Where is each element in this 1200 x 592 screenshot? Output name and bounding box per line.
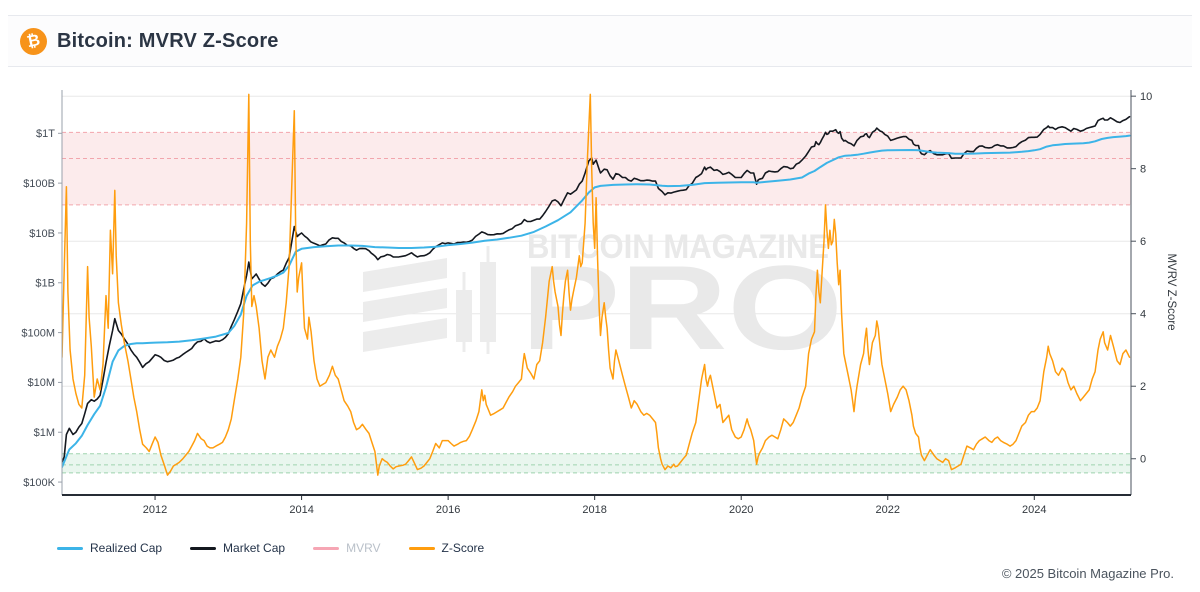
axes: $1T $100B $10B $1B $100M $10M $1M $100K 0 2 4 6 8 10 2… <box>21 90 1177 516</box>
bitcoin-logo-icon: ₿ <box>20 27 47 55</box>
legend-label: Realized Cap <box>90 541 163 555</box>
watermark: BITCOIN MAGAZINE PRO <box>363 228 843 375</box>
left-axis-tick-label: $100K <box>23 477 55 489</box>
legend-label: Z-Score <box>441 541 485 555</box>
right-axis-tick-label: 2 <box>1140 381 1146 393</box>
x-axis-tick-label: 2022 <box>876 504 900 516</box>
legend-item-mvrv[interactable]: MVRV <box>313 541 381 555</box>
legend-swatch <box>408 546 435 550</box>
x-axis-tick-label: 2016 <box>436 504 460 516</box>
overvalued-band <box>62 132 1131 205</box>
legend: Realized Cap Market Cap MVRV Z-Score <box>57 541 484 555</box>
right-axis-tick-label: 10 <box>1140 91 1152 103</box>
legend-item-realized-cap[interactable]: Realized Cap <box>57 541 162 555</box>
right-axis-tick-label: 0 <box>1140 454 1146 466</box>
legend-item-z-score[interactable]: Z-Score <box>408 541 485 555</box>
legend-label: Market Cap <box>223 541 286 555</box>
right-axis-tick-label: 8 <box>1140 164 1146 176</box>
x-axis-tick-label: 2012 <box>143 504 167 516</box>
legend-swatch <box>57 546 83 550</box>
right-axis-tick-label: 4 <box>1140 309 1146 321</box>
legend-item-market-cap[interactable]: Market Cap <box>190 541 285 555</box>
left-axis-tick-label: $100B <box>23 178 55 190</box>
x-axis-tick-label: 2024 <box>1022 504 1046 516</box>
left-axis-tick-label: $1M <box>34 427 55 439</box>
right-axis-title: MVRV Z-Score <box>1165 253 1177 330</box>
z-score-line <box>62 93 1131 476</box>
left-axis-tick-label: $100M <box>21 327 55 339</box>
threshold-bands <box>62 131 1131 474</box>
x-axis-tick-label: 2018 <box>582 504 606 516</box>
watermark-logo-icon <box>363 246 496 354</box>
watermark-brand-text: BITCOIN MAGAZINE <box>527 228 829 266</box>
left-axis-tick-label: $10M <box>27 377 55 389</box>
x-axis-tick-label: 2014 <box>289 504 313 516</box>
legend-swatch <box>313 546 340 550</box>
app-header: ₿ Bitcoin: MVRV Z-Score <box>8 15 1192 67</box>
data-series <box>62 93 1131 476</box>
left-axis-tick-label: $10B <box>29 228 55 240</box>
left-axis-tick-label: $1B <box>35 278 55 290</box>
x-axis-tick-label: 2020 <box>729 504 753 516</box>
realized-cap-line <box>62 134 1131 469</box>
undervalued-band <box>62 453 1131 473</box>
watermark-pro-text: PRO <box>521 241 843 375</box>
right-axis-tick-label: 6 <box>1140 236 1146 248</box>
legend-swatch <box>190 546 217 550</box>
page-title: Bitcoin: MVRV Z-Score <box>57 29 279 52</box>
left-axis-tick-label: $1T <box>36 128 55 140</box>
legend-label: MVRV <box>346 541 381 555</box>
footer-copyright: © 2025 Bitcoin Magazine Pro. <box>1001 566 1174 581</box>
